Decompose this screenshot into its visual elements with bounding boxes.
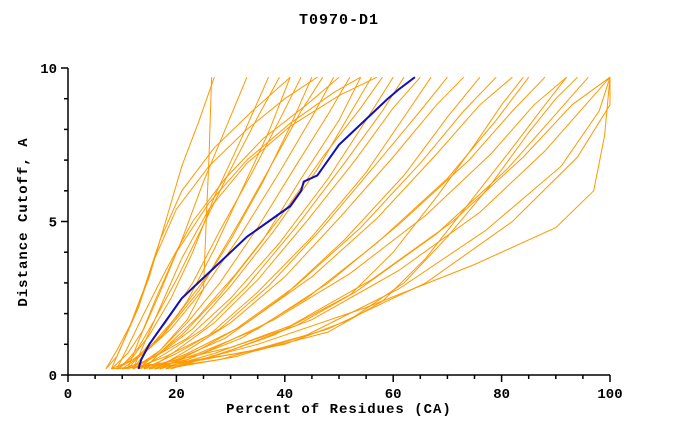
model-curve <box>121 76 335 370</box>
x-tick-label: 100 <box>597 387 622 403</box>
model-curve <box>138 76 405 370</box>
model-curve <box>132 76 378 370</box>
model-curve <box>143 76 448 370</box>
model-curve <box>165 76 567 370</box>
model-curve <box>154 76 546 370</box>
model-curve <box>132 77 213 370</box>
model-curve <box>116 76 340 370</box>
x-tick-label: 60 <box>385 387 402 403</box>
x-tick-label: 80 <box>493 387 510 403</box>
model-curve <box>159 76 611 370</box>
model-curve <box>111 77 248 370</box>
model-curve <box>121 76 280 367</box>
y-tick-label: 0 <box>49 369 57 385</box>
model-curve <box>132 76 372 370</box>
model-curve <box>127 76 361 370</box>
x-axis-label: Percent of Residues (CA) <box>226 402 452 418</box>
model-curve <box>165 77 611 370</box>
model-curve <box>159 76 513 370</box>
model-curve <box>116 76 313 370</box>
model-curve <box>149 76 497 370</box>
highlighted-model-curve <box>137 76 416 370</box>
y-tick-label: 5 <box>49 216 57 232</box>
model-curve <box>116 76 269 370</box>
chart-title: T0970-D1 <box>298 12 379 29</box>
model-curve <box>105 77 215 370</box>
model-curve <box>116 76 524 370</box>
model-curve <box>176 77 611 367</box>
model-curve <box>105 76 291 370</box>
model-curve <box>170 76 611 370</box>
model-curve <box>149 76 421 370</box>
x-tick-label: 20 <box>168 387 185 403</box>
model-curve <box>154 77 611 370</box>
model-curve <box>132 76 432 370</box>
x-tick-label: 40 <box>276 387 293 403</box>
x-tick-label: 0 <box>64 387 72 403</box>
model-curve <box>127 76 302 370</box>
model-curve <box>149 76 589 370</box>
y-tick-label: 10 <box>40 62 57 78</box>
model-curve <box>122 76 578 370</box>
model-curve <box>138 76 481 370</box>
model-curve <box>154 76 465 370</box>
model-curve <box>111 77 291 370</box>
y-axis-label: Distance Cutoff, A <box>16 137 32 307</box>
model-curve <box>122 76 394 370</box>
model-curve <box>143 76 383 370</box>
